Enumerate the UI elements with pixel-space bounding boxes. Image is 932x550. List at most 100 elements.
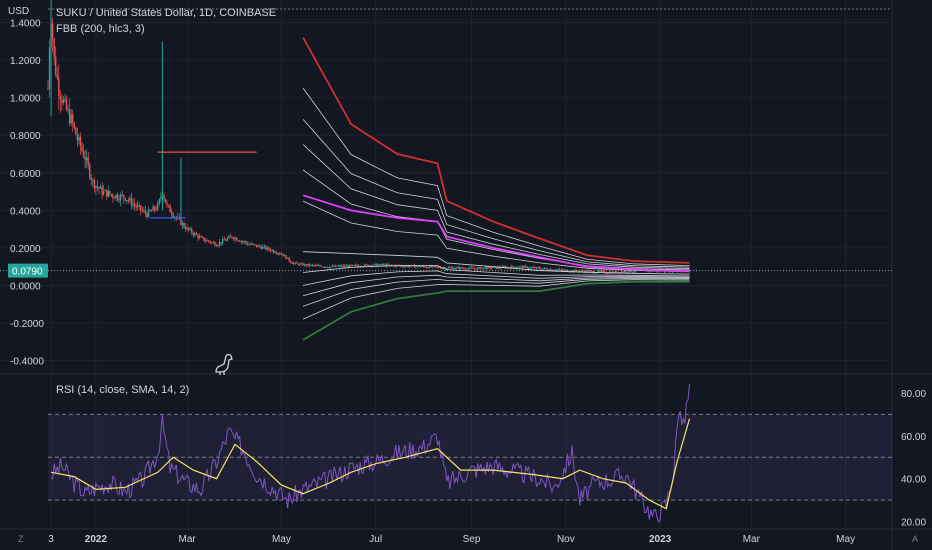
- candle-body: [429, 265, 431, 268]
- candle-body: [413, 265, 416, 268]
- rsi-tick-label: 80.00: [901, 389, 926, 400]
- candle-body: [463, 268, 465, 270]
- candle-body: [229, 236, 232, 238]
- candle-body: [107, 190, 109, 197]
- candle-body: [503, 266, 505, 268]
- candle-body: [255, 244, 258, 247]
- candle-body: [215, 245, 218, 247]
- candle-body: [345, 265, 348, 267]
- candle-body: [166, 202, 168, 205]
- candle-body: [495, 266, 497, 269]
- candle-body: [279, 253, 281, 255]
- candle-body: [299, 263, 301, 265]
- candle-body: [308, 264, 310, 266]
- candle-body: [446, 268, 448, 270]
- candle-body: [237, 240, 239, 242]
- time-tick-label: Jul: [369, 534, 382, 545]
- candle-body: [53, 38, 55, 57]
- candle-body: [350, 264, 352, 266]
- candle-body: [55, 56, 57, 75]
- candle-body: [133, 203, 136, 206]
- candle-body: [313, 265, 315, 267]
- candle-body: [381, 264, 383, 266]
- candle-body: [490, 267, 493, 269]
- rsi-label[interactable]: RSI (14, close, SMA, 14, 2): [56, 384, 190, 396]
- candle-body: [599, 270, 601, 272]
- candle-body: [565, 269, 567, 271]
- candle-body: [181, 223, 184, 226]
- candle-body: [633, 271, 635, 273]
- candle-body: [282, 253, 284, 256]
- candle-body: [187, 227, 190, 230]
- time-axis[interactable]: 3 2022 Mar May Jul Sep Nov 2023 Mar May: [48, 534, 855, 545]
- auto-scale-button[interactable]: A: [912, 534, 919, 544]
- candle-body: [263, 246, 266, 248]
- candle-body: [334, 265, 337, 267]
- candle-body: [480, 267, 482, 270]
- candle-body: [217, 244, 219, 247]
- candle-body: [447, 267, 450, 269]
- candle-body: [78, 136, 80, 141]
- candle-body: [571, 270, 573, 272]
- candle-body: [613, 271, 615, 273]
- candle-body: [93, 179, 96, 189]
- candle-body: [89, 164, 91, 178]
- candle-body: [141, 210, 143, 212]
- candle-body: [473, 268, 476, 270]
- candle-body: [562, 269, 564, 271]
- candle-body: [271, 250, 273, 252]
- candle-body: [320, 266, 323, 268]
- candle-body: [422, 266, 425, 268]
- candle-body: [543, 268, 545, 270]
- candle-body: [325, 266, 327, 268]
- candle-body: [588, 270, 590, 272]
- symbol-title[interactable]: SUKU / United States Dollar, 1D, COINBAS…: [56, 7, 277, 19]
- candle-body: [70, 114, 72, 124]
- fbb-inner-lower-line: [302, 274, 690, 297]
- candle-body: [245, 241, 247, 243]
- candle-body: [521, 266, 524, 268]
- fbb-inner-upper-line: [302, 144, 690, 269]
- candle-body: [112, 194, 114, 198]
- candle-body: [242, 241, 244, 243]
- candle-body: [186, 227, 188, 230]
- price-axis[interactable]: 1.4000 1.2000 1.0000 0.8000 0.6000 0.4000 0.20…: [10, 19, 44, 368]
- candle-body: [354, 264, 357, 266]
- candle-body: [337, 266, 340, 268]
- candle-body: [85, 157, 88, 161]
- candle-body: [220, 242, 222, 244]
- candle-body: [511, 266, 513, 269]
- candle-body: [285, 255, 287, 259]
- candle-body: [109, 190, 111, 195]
- candle-body: [438, 266, 440, 268]
- candle-body: [555, 269, 558, 271]
- candle-body: [310, 264, 312, 266]
- indicator-label[interactable]: FBB (200, hlc3, 3): [56, 23, 145, 35]
- rsi-pane: [48, 383, 892, 524]
- candle-body: [127, 200, 130, 202]
- candle-body: [75, 127, 77, 135]
- candle-body: [283, 255, 286, 257]
- candle-body: [436, 266, 439, 268]
- candle-body: [212, 242, 215, 244]
- candle-body: [483, 267, 485, 269]
- scale-button-left[interactable]: Z: [18, 534, 24, 544]
- candle-body: [252, 243, 255, 245]
- time-tick-label: Nov: [557, 534, 575, 545]
- candle-body: [435, 266, 437, 268]
- candle-body: [129, 198, 131, 201]
- candle-body: [546, 268, 548, 270]
- rsi-axis[interactable]: 80.00 60.00 40.00 20.00: [901, 389, 926, 529]
- candle-body: [597, 270, 600, 273]
- candle-body: [348, 264, 351, 267]
- candle-body: [266, 247, 269, 250]
- rsi-tick-label: 20.00: [901, 518, 926, 529]
- candle-body: [399, 265, 402, 267]
- fbb-inner-lower-line: [303, 270, 690, 286]
- candle-body: [291, 262, 293, 264]
- candle-body: [59, 96, 62, 100]
- candle-body: [620, 271, 623, 273]
- candle-body: [104, 189, 106, 191]
- candle-body: [339, 265, 341, 267]
